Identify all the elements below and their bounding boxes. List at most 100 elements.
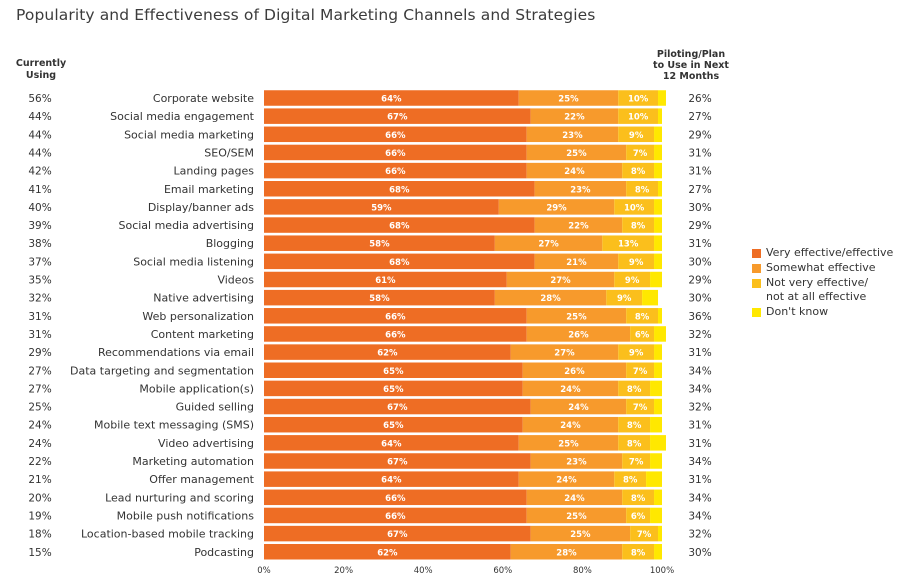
bar-segment xyxy=(526,489,623,506)
bar-segment xyxy=(530,525,631,542)
category-label: Social media advertising xyxy=(118,219,254,232)
bar-data-label: 22% xyxy=(568,222,589,232)
bar-data-label: 8% xyxy=(627,385,642,395)
bar-segment xyxy=(626,362,655,378)
category-label: SEO/SEM xyxy=(204,146,254,159)
legend-swatch xyxy=(752,308,761,317)
piloting-value: 27% xyxy=(688,111,711,123)
piloting-value: 30% xyxy=(688,202,711,214)
bar-data-label: 7% xyxy=(633,403,648,413)
bar-data-label: 25% xyxy=(566,149,587,159)
bar-segment xyxy=(264,525,531,542)
bar-data-label: 29% xyxy=(546,203,567,213)
piloting-value: 31% xyxy=(688,147,711,159)
currently-using-value: 38% xyxy=(28,238,51,250)
bar-segment xyxy=(658,525,662,542)
bar-segment xyxy=(654,144,662,161)
bar-segment xyxy=(264,362,523,378)
bar-segment xyxy=(264,162,527,179)
bar-data-label: 6% xyxy=(635,330,650,340)
x-tick-label: 100% xyxy=(650,566,674,576)
legend-label: Very effective/effective xyxy=(766,246,894,259)
currently-using-value: 24% xyxy=(28,420,51,432)
category-label: Web personalization xyxy=(142,310,254,323)
currently-using-value: 21% xyxy=(28,474,51,486)
bar-segment xyxy=(264,471,519,487)
bar-data-label: 28% xyxy=(556,548,577,558)
bar-segment xyxy=(534,253,619,270)
bar-segment xyxy=(264,544,511,560)
category-label: Social media marketing xyxy=(124,128,254,141)
category-label: Social media engagement xyxy=(110,110,255,123)
category-label: Blogging xyxy=(206,237,254,250)
currently-using-value: 15% xyxy=(28,547,51,559)
bar-data-label: 24% xyxy=(568,403,589,413)
bar-segment xyxy=(530,398,627,415)
piloting-value: 34% xyxy=(688,365,711,377)
bar-data-label: 25% xyxy=(566,512,587,522)
bar-data-label: 8% xyxy=(635,312,650,322)
bar-data-label: 7% xyxy=(633,367,648,377)
piloting-value: 30% xyxy=(688,256,711,268)
bar-data-label: 66% xyxy=(385,494,406,504)
bar-segment xyxy=(264,416,523,433)
bar-segment xyxy=(534,217,623,233)
bar-segment xyxy=(526,126,619,143)
bar-data-label: 9% xyxy=(625,276,640,286)
bar-segment xyxy=(618,416,651,433)
legend-item: Somewhat effective xyxy=(752,261,893,275)
bar-segment xyxy=(622,489,655,506)
bar-data-label: 24% xyxy=(556,476,577,486)
bar-segment xyxy=(522,362,627,378)
bar-segment xyxy=(622,217,655,233)
piloting-header: Piloting/Plan to Use in Next 12 Months xyxy=(653,49,729,82)
bar-data-label: 9% xyxy=(629,131,644,141)
bar-data-label: 8% xyxy=(631,222,646,232)
piloting-value: 34% xyxy=(688,383,711,395)
currently-using-value: 37% xyxy=(28,256,51,268)
bar-segment xyxy=(264,181,535,197)
bar-data-label: 68% xyxy=(389,185,410,195)
bar-data-label: 26% xyxy=(564,367,585,377)
bar-data-label: 23% xyxy=(570,185,591,195)
piloting-value: 31% xyxy=(688,166,711,178)
category-label: Native advertising xyxy=(153,292,254,305)
bar-data-label: 7% xyxy=(637,530,652,540)
bar-data-label: 8% xyxy=(631,167,646,177)
bar-data-label: 24% xyxy=(560,385,581,395)
bar-segment xyxy=(622,453,651,469)
currently-using-value: 27% xyxy=(28,383,51,395)
bar-data-label: 8% xyxy=(627,439,642,449)
bar-segment xyxy=(626,181,659,197)
bar-segment xyxy=(494,235,603,251)
bar-data-label: 68% xyxy=(389,222,410,232)
bar-segment xyxy=(264,435,519,451)
bar-segment xyxy=(526,326,631,342)
legend-swatch xyxy=(752,279,761,288)
bar-segment xyxy=(264,326,527,342)
bar-data-label: 27% xyxy=(554,349,575,359)
bar-segment xyxy=(630,525,659,542)
currently-using-value: 44% xyxy=(28,147,51,159)
x-tick-label: 40% xyxy=(414,566,433,576)
bar-segment xyxy=(622,162,655,179)
bar-segment xyxy=(264,489,527,506)
legend-label: Not very effective/ not at all effective xyxy=(766,276,869,303)
bar-segment xyxy=(626,308,659,324)
piloting-value: 36% xyxy=(688,311,711,323)
currently-using-value: 31% xyxy=(28,329,51,341)
bar-data-label: 8% xyxy=(623,476,638,486)
bar-segment xyxy=(618,253,655,270)
piloting-value: 29% xyxy=(688,220,711,232)
bar-data-label: 58% xyxy=(369,294,390,304)
bar-segment xyxy=(650,435,666,451)
bar-segment xyxy=(264,126,527,143)
bar-segment xyxy=(526,507,627,524)
bar-data-label: 10% xyxy=(624,203,645,213)
bar-segment xyxy=(630,326,655,342)
bar-segment xyxy=(522,416,619,433)
bar-segment xyxy=(654,398,662,415)
currently-using-value: 41% xyxy=(28,184,51,196)
bar-segment xyxy=(518,471,615,487)
